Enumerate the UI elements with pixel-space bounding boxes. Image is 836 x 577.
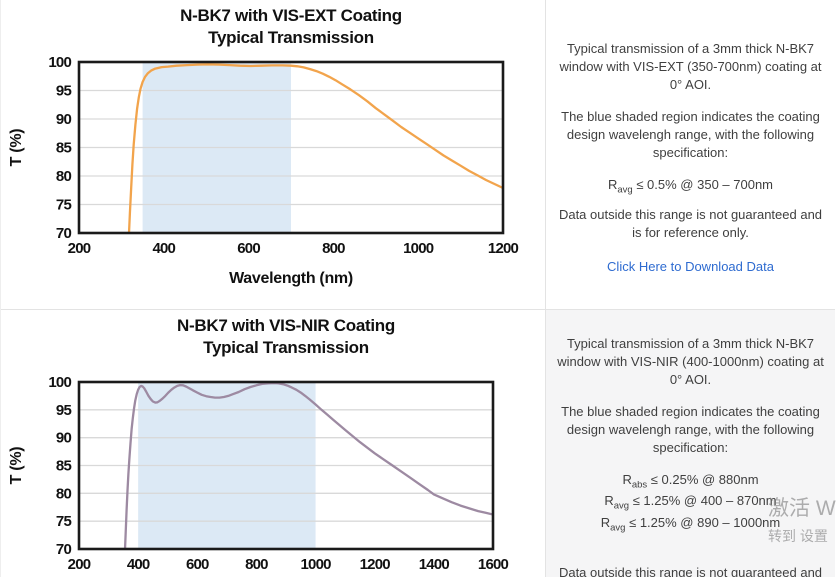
x-tick-label: 600 bbox=[186, 556, 209, 573]
vis-nir-description-panel: Typical transmission of a 3mm thick N-BK… bbox=[545, 310, 835, 577]
x-tick-label: 800 bbox=[245, 556, 268, 573]
description-paragraph: Typical transmission of a 3mm thick N-BK… bbox=[557, 336, 824, 387]
y-tick-label: 70 bbox=[56, 225, 72, 242]
x-tick-label: 600 bbox=[237, 240, 260, 257]
x-tick-label: 800 bbox=[322, 240, 345, 257]
x-tick-label: 1000 bbox=[403, 240, 434, 257]
y-tick-label: 95 bbox=[56, 402, 72, 419]
x-axis-label: Wavelength (nm) bbox=[229, 270, 353, 287]
chart-title-line2: Typical Transmission bbox=[208, 28, 374, 47]
vis-nir-chart-title: N-BK7 with VIS-NIR Coating Typical Trans… bbox=[79, 315, 493, 359]
description-paragraph: The blue shaded region indicates the coa… bbox=[561, 403, 820, 455]
chart-title-line1: N-BK7 with VIS-EXT Coating bbox=[180, 6, 402, 25]
y-tick-label: 75 bbox=[56, 513, 72, 530]
plot-border bbox=[77, 380, 495, 551]
y-tick-label: 95 bbox=[56, 83, 72, 100]
description-paragraph: Data outside this range is not guarantee… bbox=[558, 564, 823, 577]
x-tick-label: 1200 bbox=[360, 556, 391, 573]
plot-border bbox=[77, 60, 505, 235]
y-tick-label: 80 bbox=[56, 168, 72, 185]
x-tick-label: 200 bbox=[68, 240, 91, 257]
chart-title-line2: Typical Transmission bbox=[203, 338, 369, 357]
x-tick-label: 1200 bbox=[488, 240, 519, 257]
x-tick-label: 200 bbox=[68, 556, 91, 573]
vis-ext-chart-title: N-BK7 with VIS-EXT Coating Typical Trans… bbox=[79, 5, 503, 49]
vis-ext-transmission-chart: 200 400 600 800 1000 1200 70 75 80 85 90 95 100 T (%)… bbox=[8, 54, 519, 287]
vis-nir-transmission-chart: 200 400 600 800 1000 1200 1400 1600 70 75 80 85 90 95… bbox=[8, 374, 509, 573]
vis-ext-chart-panel: N-BK7 with VIS-EXT Coating Typical Trans… bbox=[1, 0, 545, 310]
y-tick-label: 100 bbox=[48, 54, 71, 71]
spec-line: Rabs ≤ 0.25% @ 880nm bbox=[622, 471, 759, 491]
y-tick-label: 90 bbox=[56, 430, 72, 447]
y-tick-label: 90 bbox=[56, 111, 72, 128]
transmission-curve bbox=[123, 382, 493, 549]
description-paragraph: Typical transmission of a 3mm thick N-BK… bbox=[559, 40, 822, 92]
spec-line: Ravg ≤ 0.5% @ 350 – 700nm bbox=[607, 176, 774, 196]
x-tick-label: 400 bbox=[152, 240, 175, 257]
y-axis-label: T (%) bbox=[8, 129, 25, 167]
y-tick-label: 75 bbox=[56, 197, 72, 214]
y-tick-label: 80 bbox=[56, 485, 72, 502]
vis-nir-chart-panel: N-BK7 with VIS-NIR Coating Typical Trans… bbox=[1, 310, 545, 577]
description-paragraph: Data outside this range is not guarantee… bbox=[558, 207, 823, 241]
x-tick-label: 400 bbox=[127, 556, 150, 573]
y-tick-label: 70 bbox=[56, 541, 72, 558]
y-tick-label: 100 bbox=[48, 374, 71, 391]
x-tick-label: 1400 bbox=[419, 556, 450, 573]
x-tick-label: 1600 bbox=[478, 556, 509, 573]
spec-list: Ravg ≤ 0.5% @ 350 – 700nm bbox=[608, 175, 773, 198]
transmission-curve bbox=[127, 63, 503, 233]
spec-list: Rabs ≤ 0.25% @ 880nm Ravg ≤ 1.25% @ 400 –… bbox=[601, 470, 780, 536]
vis-ext-description-panel: Typical transmission of a 3mm thick N-BK… bbox=[545, 0, 835, 310]
y-tick-label: 85 bbox=[56, 458, 72, 475]
spec-line: Ravg ≤ 1.25% @ 890 – 1000nm bbox=[600, 515, 781, 534]
spec-line: Ravg ≤ 1.25% @ 400 – 870nm bbox=[604, 493, 777, 512]
description-paragraph: The blue shaded region indicates the coa… bbox=[561, 108, 820, 160]
chart-title-line1: N-BK7 with VIS-NIR Coating bbox=[177, 316, 395, 335]
y-tick-label: 85 bbox=[56, 140, 72, 157]
x-tick-label: 1000 bbox=[300, 556, 331, 573]
download-data-link[interactable]: Click Here to Download Data bbox=[607, 259, 774, 275]
y-axis-label: T (%) bbox=[8, 447, 25, 485]
